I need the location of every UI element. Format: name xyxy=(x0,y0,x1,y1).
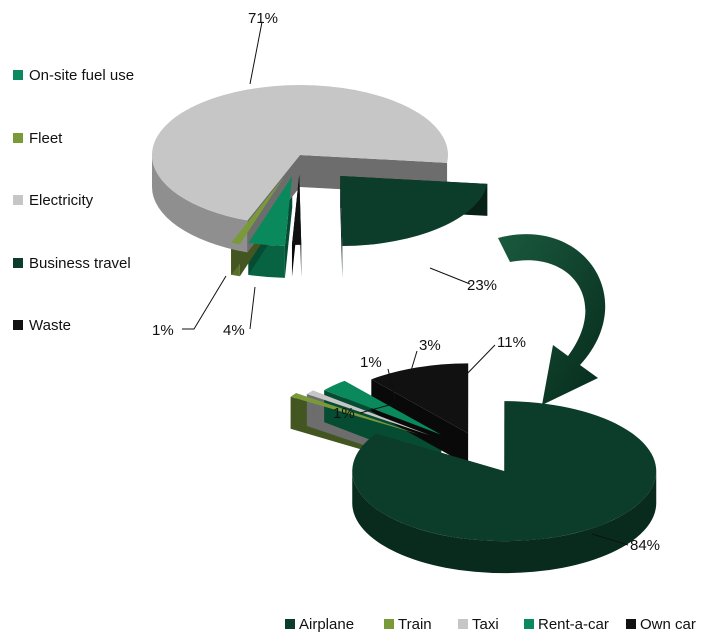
pie-slice-business-travel xyxy=(340,176,488,247)
data-label-electricity: 71% xyxy=(248,10,278,27)
pie-slice-own-car xyxy=(371,363,469,434)
leader-business-travel xyxy=(429,267,471,285)
connector-arrow xyxy=(498,234,606,405)
leader-train xyxy=(359,403,394,414)
legend-label-own-car: Own car xyxy=(640,616,696,633)
leader-lines xyxy=(182,21,629,546)
pie-slice-fleet xyxy=(231,177,284,245)
legend-swatch-rent-a-car xyxy=(524,619,534,629)
data-label-rent-a-car: 3% xyxy=(419,337,441,354)
legend-label-onsite-fuel: On-site fuel use xyxy=(29,67,134,84)
data-label-airplane: 84% xyxy=(630,537,660,554)
legend-swatch-onsite-fuel xyxy=(13,70,23,80)
legend-label-taxi: Taxi xyxy=(472,616,499,633)
legend-label-business-travel: Business travel xyxy=(29,255,131,272)
pie-slice-taxi xyxy=(306,390,430,436)
pie-slice-waste xyxy=(291,174,302,245)
legend-label-airplane: Airplane xyxy=(299,616,354,633)
data-label-own-car: 11% xyxy=(497,334,526,351)
legend-label-fleet: Fleet xyxy=(29,130,63,147)
leader-rentacar xyxy=(403,350,418,395)
leader-onsite xyxy=(249,286,256,330)
pie-slice-airplane xyxy=(352,401,657,542)
legend-swatch-airplane xyxy=(285,619,295,629)
legend-label-waste: Waste xyxy=(29,317,71,334)
pie-face-own-car-0 xyxy=(371,379,469,466)
leader-electricity xyxy=(249,21,263,85)
pie-slice-train xyxy=(290,393,419,435)
legend-swatch-fleet xyxy=(13,133,23,143)
leader-owncar xyxy=(461,344,496,380)
pie-slice-rent-a-car xyxy=(324,380,442,435)
pie-slice-electricity xyxy=(152,84,448,221)
legend-swatch-electricity xyxy=(13,195,23,205)
legend-swatch-business-travel xyxy=(13,258,23,268)
data-label-train: 1% xyxy=(333,405,355,422)
legend-swatch-own-car xyxy=(626,619,636,629)
legend-swatch-waste xyxy=(13,320,23,330)
legend-label-train: Train xyxy=(398,616,432,633)
legend-swatch-train xyxy=(384,619,394,629)
pie-side-airplane xyxy=(352,471,657,574)
pie-bottom xyxy=(290,363,657,574)
legend-label-rent-a-car: Rent-a-car xyxy=(538,616,609,633)
pie-side-electricity xyxy=(152,155,248,253)
pie-face-business-travel-1 xyxy=(340,176,343,279)
pie-slice-on-site-fuel-use xyxy=(248,175,293,246)
data-label-business-travel: 23% xyxy=(467,277,497,294)
leader-taxi xyxy=(387,368,396,400)
data-label-onsite-fuel: 4% xyxy=(223,322,245,339)
data-label-taxi: 1% xyxy=(360,354,382,371)
legend-top: On-site fuel use Fleet Electricity Busin… xyxy=(13,67,134,334)
data-label-fleet: 1% xyxy=(152,322,174,339)
leader-airplane xyxy=(591,533,629,546)
leader-fleet xyxy=(182,275,227,330)
legend-swatch-taxi xyxy=(458,619,468,629)
legend-label-electricity: Electricity xyxy=(29,192,94,209)
pie-top xyxy=(152,84,488,279)
legend-bottom: Airplane Train Taxi Rent-a-car Own car xyxy=(285,616,696,633)
